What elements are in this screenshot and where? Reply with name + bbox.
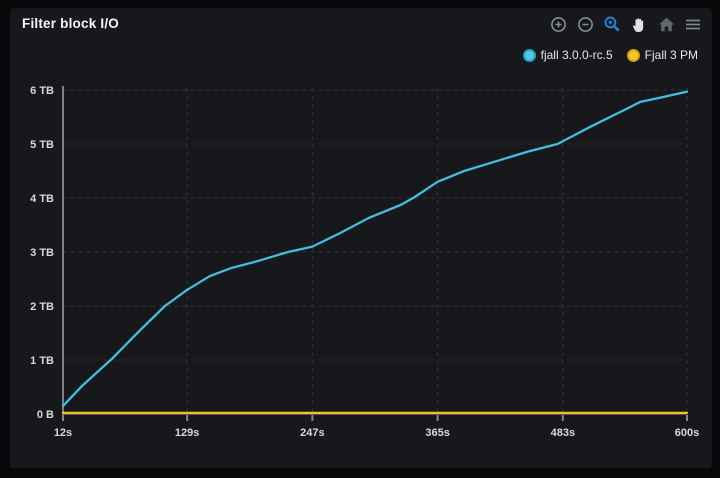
axes bbox=[62, 86, 688, 421]
series-lines bbox=[61, 90, 689, 415]
series-marker-icon bbox=[522, 48, 536, 62]
chart-legend: fjall 3.0.0-rc.5 Fjall 3 PM bbox=[522, 48, 698, 62]
series-marker-icon bbox=[626, 48, 640, 62]
y-tick-label: 3 TB bbox=[30, 247, 54, 259]
legend-label: Fjall 3 PM bbox=[644, 48, 698, 62]
pan-hand-icon bbox=[632, 17, 643, 32]
tick-labels: 0 B 1 TB 2 TB 3 TB 4 TB 5 TB 6 TB 12s 129s 247s 36… bbox=[30, 85, 699, 439]
legend-label: fjall 3.0.0-rc.5 bbox=[540, 48, 613, 62]
y-tick-label: 4 TB bbox=[30, 193, 54, 205]
series-line bbox=[61, 90, 689, 408]
y-tick-label: 5 TB bbox=[30, 139, 54, 151]
x-tick-label: 600s bbox=[675, 427, 699, 439]
y-tick-label: 1 TB bbox=[30, 355, 54, 367]
chart-plot-area[interactable]: 0 B 1 TB 2 TB 3 TB 4 TB 5 TB 6 TB 12s 129s 247s 36… bbox=[10, 8, 712, 468]
chart-toolbar bbox=[547, 13, 704, 35]
zoom-out-button[interactable] bbox=[574, 13, 596, 35]
x-tick-label: 247s bbox=[300, 427, 324, 439]
zoom-select-button[interactable] bbox=[601, 13, 623, 35]
x-tick-label: 483s bbox=[551, 427, 575, 439]
legend-item-fjall-3pm[interactable]: Fjall 3 PM bbox=[626, 48, 698, 62]
zoom-in-circle-icon bbox=[550, 16, 566, 32]
legend-item-fjall-rc5[interactable]: fjall 3.0.0-rc.5 bbox=[522, 48, 613, 62]
zoom-in-button[interactable] bbox=[547, 13, 569, 35]
home-button[interactable] bbox=[655, 13, 677, 35]
chart-panel: Filter block I/O bbox=[10, 8, 712, 468]
menu-button[interactable] bbox=[682, 13, 704, 35]
gridlines bbox=[63, 88, 688, 414]
zoom-out-circle-icon bbox=[577, 16, 593, 32]
y-tick-label: 0 B bbox=[37, 409, 54, 421]
home-icon bbox=[658, 17, 674, 31]
x-tick-label: 365s bbox=[425, 427, 449, 439]
x-tick-label: 12s bbox=[54, 427, 72, 439]
page-title: Filter block I/O bbox=[22, 16, 119, 31]
y-tick-label: 6 TB bbox=[30, 85, 54, 97]
menu-icon bbox=[686, 19, 700, 29]
pan-button[interactable] bbox=[628, 13, 650, 35]
zoom-magnifier-icon bbox=[604, 16, 620, 32]
y-tick-label: 2 TB bbox=[30, 301, 54, 313]
x-tick-label: 129s bbox=[175, 427, 199, 439]
